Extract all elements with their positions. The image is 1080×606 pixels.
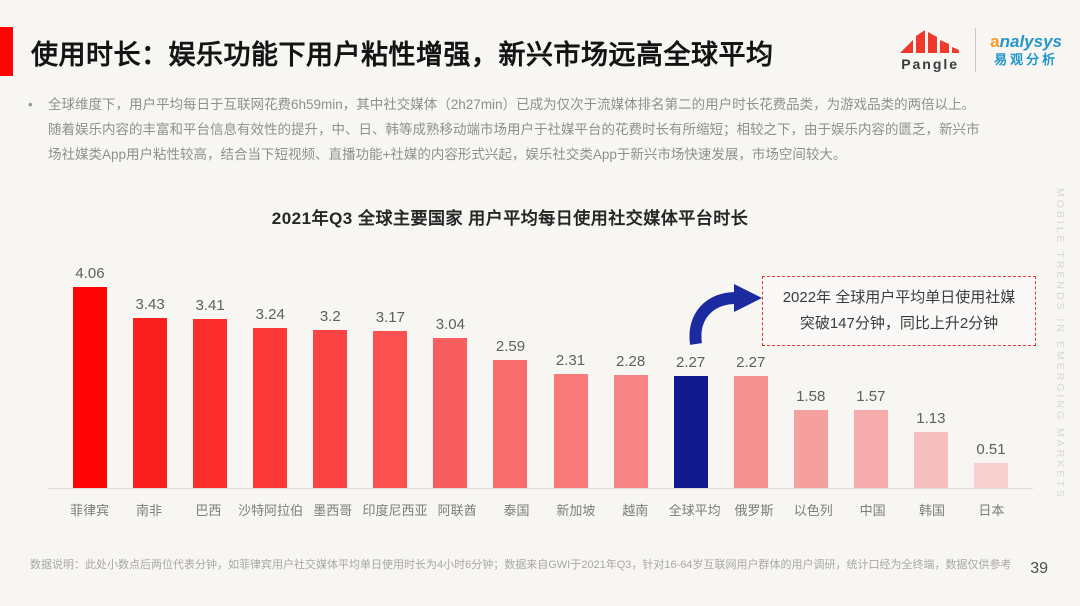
bar-墨西哥	[313, 330, 348, 488]
bar-阿联酋	[433, 338, 468, 488]
bar-value-label: 2.27	[676, 354, 706, 371]
bar-chart-plot: 4.06 3.43 3.41 3.24 3.2 3.17 3.04 2.59 2.31 2.28 2…	[60, 250, 1021, 488]
bar-全球平均	[673, 376, 708, 488]
annotation-line1: 2022年 全球用户平均单日使用社媒	[782, 289, 1016, 306]
bar-value-label: 3.41	[195, 297, 225, 314]
bar-value-label: 4.06	[75, 265, 105, 282]
bar-column: 3.17	[360, 309, 420, 488]
title-accent-bar	[0, 27, 13, 76]
bar-column: 2.27	[661, 354, 721, 488]
bar-沙特阿拉伯	[253, 328, 288, 488]
x-axis-label: 菲律宾	[70, 503, 110, 518]
page-number: 39	[1030, 560, 1048, 577]
pangle-logo-text: Pangle	[901, 55, 960, 72]
x-axis-label: 中国	[859, 503, 886, 518]
bar-column: 1.58	[781, 388, 841, 488]
bar-南非	[133, 318, 168, 488]
bar-韩国	[913, 432, 948, 488]
bar-value-label: 1.13	[916, 410, 946, 427]
bar-印度尼西亚	[373, 331, 408, 488]
x-axis-label: 印度尼西亚	[362, 503, 428, 518]
bar-column: 1.13	[901, 410, 961, 488]
bar-column: 3.43	[120, 296, 180, 488]
annotation-line2: 突破147分钟，同比上升2分钟	[799, 315, 999, 332]
x-axis-label: 俄罗斯	[734, 503, 774, 518]
bar-value-label: 2.27	[736, 354, 766, 371]
bar-越南	[613, 375, 648, 488]
analysys-swirl-icon: a	[990, 32, 1000, 51]
annotation-box: 2022年 全球用户平均单日使用社媒 突破147分钟，同比上升2分钟	[762, 276, 1036, 346]
bar-value-label: 2.28	[615, 353, 646, 370]
bar-新加坡	[553, 374, 588, 488]
bar-column: 2.27	[721, 354, 781, 488]
bar-日本	[973, 463, 1008, 488]
bar-value-label: 2.31	[555, 352, 586, 369]
x-axis-label: 越南	[622, 503, 649, 518]
bar-column: 0.51	[961, 441, 1021, 488]
bar-value-label: 0.51	[976, 441, 1006, 458]
bar-俄罗斯	[733, 376, 768, 488]
x-axis-label: 沙特阿拉伯	[238, 503, 304, 518]
bar-巴西	[193, 319, 228, 488]
bar-菲律宾	[73, 287, 108, 488]
bar-value-label: 3.24	[255, 306, 285, 323]
bar-column: 3.2	[300, 308, 360, 488]
bar-value-label: 3.17	[375, 309, 405, 326]
bar-泰国	[493, 360, 528, 488]
x-axis-label: 日本	[978, 503, 1005, 518]
bar-value-label: 1.58	[796, 388, 826, 405]
x-axis-label: 以色列	[793, 503, 833, 518]
bar-value-label: 2.59	[495, 338, 526, 355]
watermark-text: MOBILE TRENDS IN EMERGING MARKETS	[1054, 188, 1066, 500]
bar-value-label: 1.57	[856, 388, 886, 405]
bar-column: 1.57	[841, 388, 901, 488]
intro-text: 全球维度下，用户平均每日于互联网花费6h59min，其中社交媒体（2h27min…	[48, 97, 980, 162]
bar-以色列	[793, 410, 828, 488]
x-axis-label: 泰国	[503, 503, 530, 518]
bar-value-label: 3.2	[319, 308, 341, 325]
bullet-point: •	[28, 97, 33, 112]
analysys-logo-cn: 易观分析	[994, 52, 1059, 68]
bar-column: 2.28	[601, 353, 661, 488]
x-axis-label: 墨西哥	[313, 503, 353, 518]
chart-title: 2021年Q3 全球主要国家 用户平均每日使用社交媒体平台时长	[271, 209, 749, 228]
intro-paragraph: • 全球维度下，用户平均每日于互联网花费6h59min，其中社交媒体（2h27m…	[28, 92, 988, 167]
annotation-arrow-icon	[684, 282, 766, 350]
pangle-mountain-icon	[900, 29, 960, 53]
bar-column: 3.04	[420, 316, 480, 488]
bar-column: 3.41	[180, 297, 240, 488]
bar-column: 4.06	[60, 265, 120, 488]
bar-value-label: 3.04	[435, 316, 465, 333]
x-axis-label: 新加坡	[556, 503, 596, 518]
logo-area: Pangle analysys 易观分析	[899, 28, 1062, 72]
x-axis-label: 巴西	[195, 503, 222, 518]
x-axis-labels: 菲律宾 南非 巴西 沙特阿拉伯 墨西哥 印度尼西亚 阿联酋 泰国 新加坡 越南 全球平均 俄罗斯 以色列…	[60, 500, 1021, 519]
x-axis-label: 南非	[136, 503, 163, 518]
bar-column: 2.31	[541, 352, 601, 488]
x-axis-line	[48, 488, 1033, 489]
logo-divider	[975, 28, 977, 72]
x-axis-label: 阿联酋	[437, 503, 477, 518]
analysys-logo-text: analysys	[990, 32, 1062, 51]
analysys-logo: analysys 易观分析	[990, 32, 1062, 68]
bar-value-label: 3.43	[135, 296, 165, 313]
pangle-logo: Pangle	[899, 29, 961, 72]
page-title: 使用时长：娱乐功能下用户粘性增强，新兴市场远高全球平均	[31, 40, 774, 70]
x-axis-label: 全球平均	[668, 503, 721, 518]
bar-中国	[853, 410, 888, 488]
x-axis-label: 韩国	[919, 503, 946, 518]
bar-column: 3.24	[240, 306, 300, 488]
data-source-note: 数据说明：此处小数点后两位代表分钟，如菲律宾用户社交媒体平均单日使用时长为4小时…	[30, 559, 1012, 571]
bar-column: 2.59	[480, 338, 540, 488]
